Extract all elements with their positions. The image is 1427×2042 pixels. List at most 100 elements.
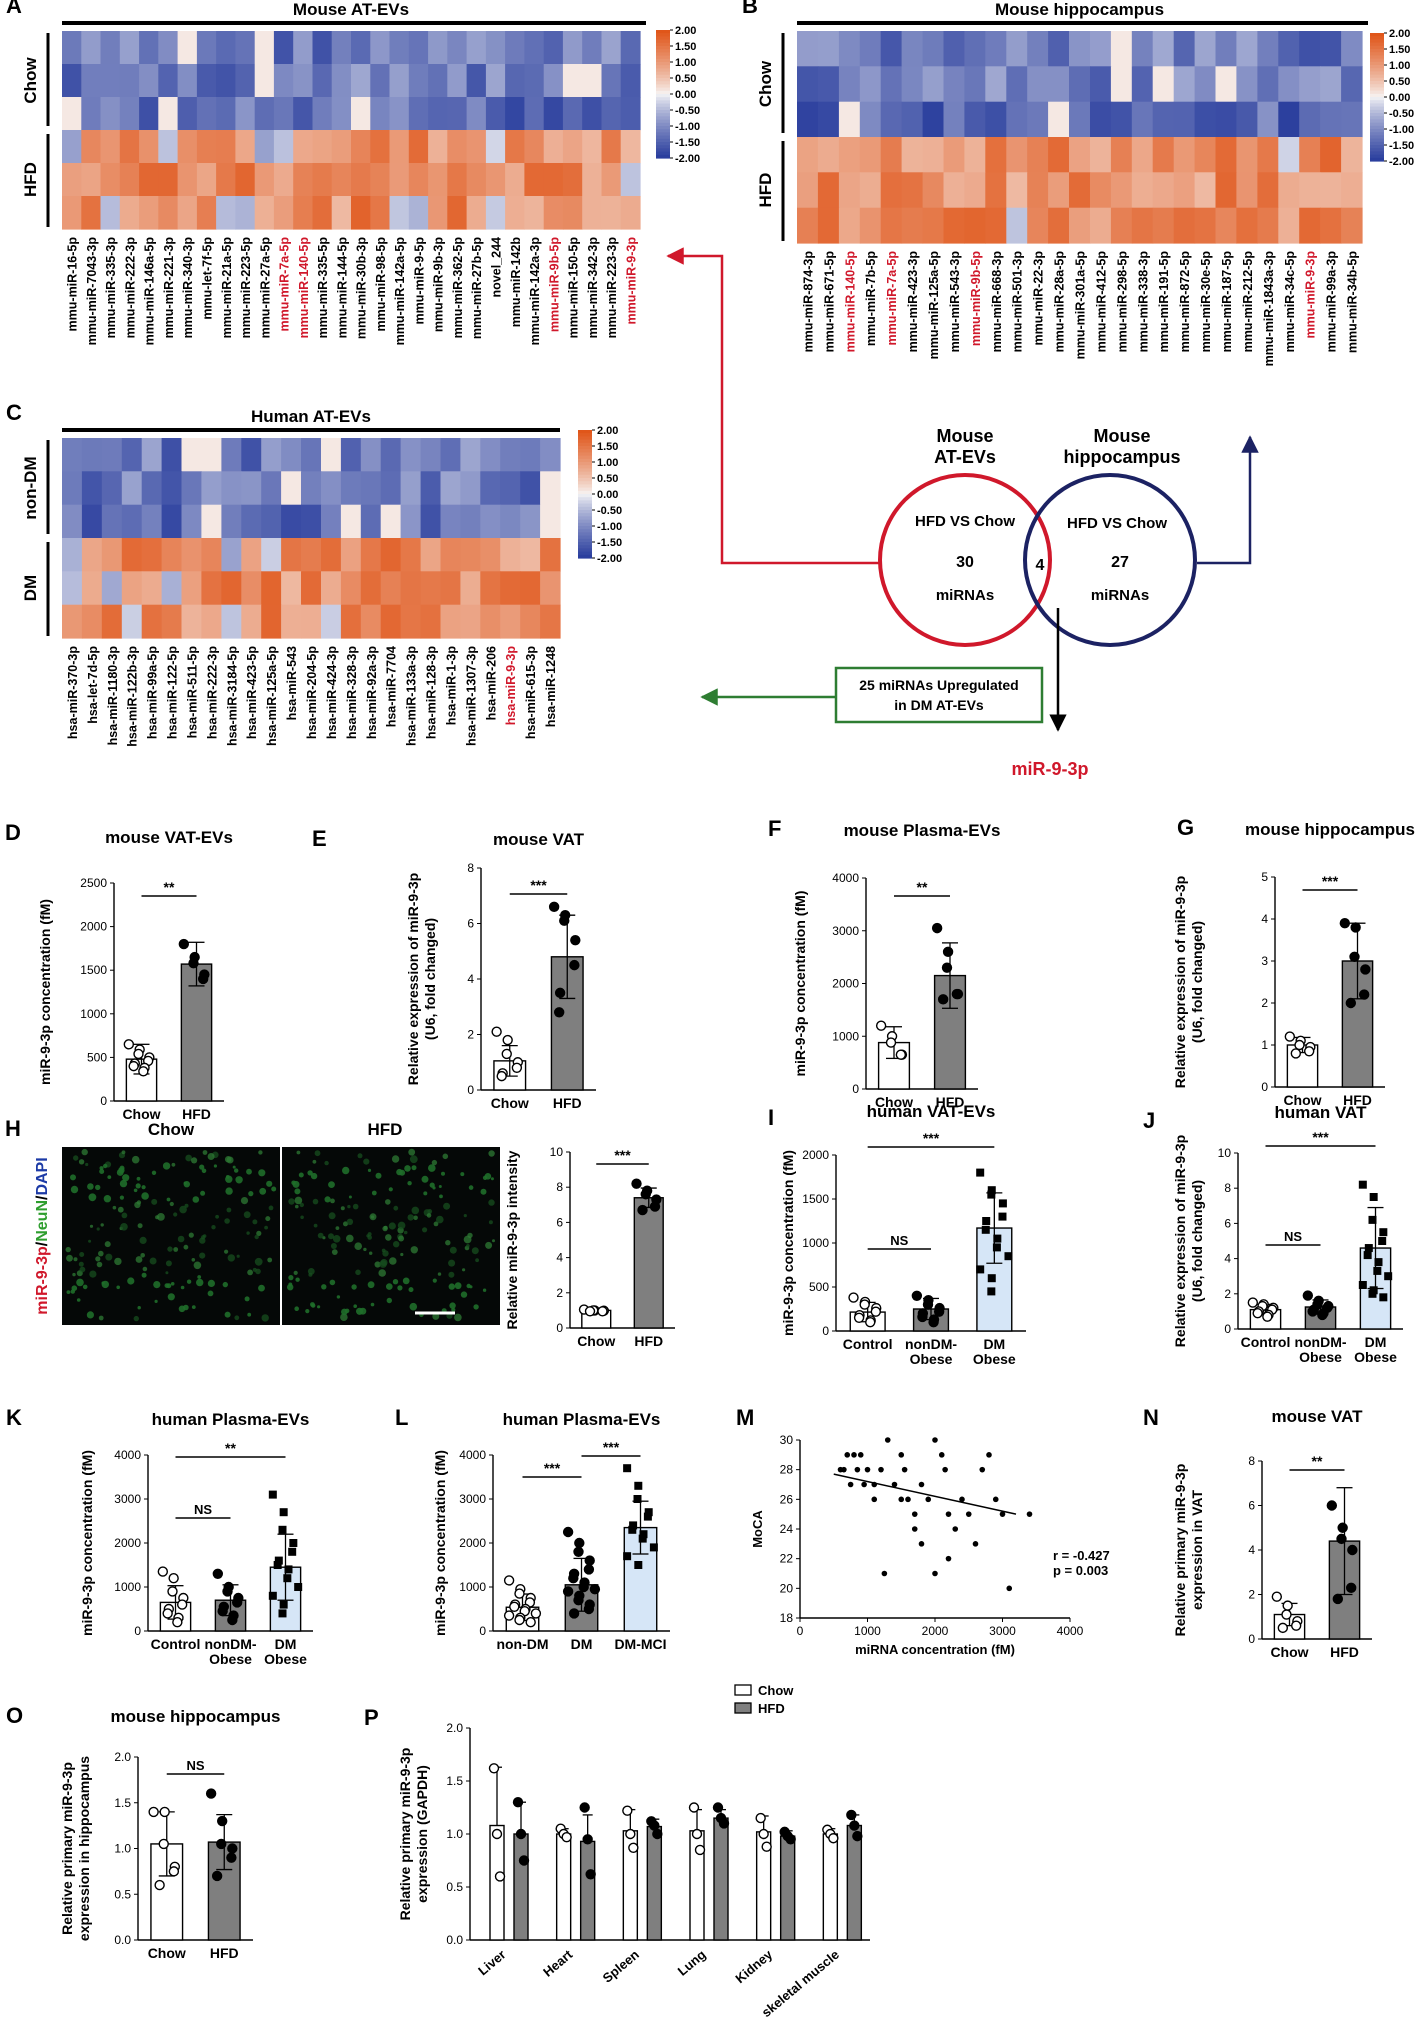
heatmap-cell	[340, 538, 362, 572]
bar	[579, 1840, 596, 1941]
heatmap-cell	[964, 137, 986, 173]
mirna-label: mmu-miR-362-5p	[451, 237, 465, 339]
panel-letter-l: L	[395, 1405, 408, 1430]
heatmap-cell	[161, 438, 183, 472]
heatmap-cell	[121, 604, 143, 639]
heatmap-cell	[221, 604, 242, 639]
heatmap-cell	[460, 571, 481, 606]
colorbar-segment	[1370, 68, 1384, 72]
colorbar-segment	[1370, 138, 1384, 143]
colorbar-segment	[1370, 141, 1384, 146]
colorbar-segment	[578, 494, 592, 498]
colorbar-segment	[656, 110, 670, 114]
data-point	[649, 1201, 661, 1212]
y-tick-label: 30	[780, 1433, 794, 1447]
colorbar-segment	[656, 97, 670, 101]
heatmap-cell	[139, 196, 159, 230]
mirna-label: hsa-miR-1248	[544, 646, 558, 727]
heatmap-cell	[370, 130, 391, 164]
neuron-cell	[355, 1269, 361, 1276]
heatmap-cell	[1027, 31, 1049, 67]
neuron-cell	[348, 1195, 352, 1199]
y-tick-label: 8	[556, 1180, 563, 1194]
neuron-cell	[397, 1285, 403, 1291]
neuron-cell	[79, 1266, 86, 1273]
heatmap-cell	[1048, 207, 1070, 244]
heatmap-cell	[1257, 207, 1279, 244]
heatmap-cell	[380, 604, 402, 639]
venn-left-circle	[878, 473, 1052, 647]
neuron-cell	[240, 1197, 249, 1205]
data-point	[158, 1838, 169, 1850]
y-tick-label: 2000	[832, 977, 859, 991]
heatmap-cell	[235, 97, 256, 131]
neuron-cell	[462, 1268, 466, 1272]
heatmap-cell	[62, 504, 83, 539]
significance-label: NS	[890, 1233, 908, 1248]
heatmap-cell	[480, 504, 501, 539]
neuron-cell	[409, 1155, 418, 1164]
heatmap-cell	[1257, 31, 1279, 67]
neuron-cell	[258, 1150, 263, 1155]
neuron-cell	[291, 1180, 296, 1186]
heatmap-cell	[447, 130, 468, 164]
venn-right-title-2: hippocampus	[1063, 447, 1180, 467]
neuron-cell	[468, 1185, 474, 1190]
colorbar-tick-label: 1.00	[597, 457, 618, 469]
data-point	[644, 1508, 653, 1517]
mirna-label: mmu-miR-27b-5p	[470, 237, 484, 339]
scatter-point	[881, 1570, 888, 1577]
y-tick-label: 4	[467, 972, 474, 986]
mirna-label: mmu-miR-1843a-3p	[1262, 251, 1276, 367]
heatmap-cell	[582, 64, 603, 98]
neuron-cell	[480, 1188, 487, 1195]
data-point	[1303, 1046, 1315, 1057]
colorbar-segment	[656, 129, 670, 133]
heatmap-cell	[1152, 137, 1175, 173]
data-point	[279, 1600, 288, 1609]
neuron-cell	[247, 1312, 252, 1317]
colorbar-segment	[578, 503, 592, 508]
x-tick-label: DM	[275, 1636, 297, 1652]
panel-letter-d: D	[5, 820, 21, 845]
heatmap-cell	[216, 130, 236, 164]
data-point	[579, 1802, 590, 1813]
data-point	[976, 1265, 985, 1274]
heatmap-cell	[440, 471, 461, 506]
neuron-cell	[199, 1252, 206, 1259]
neuron-cell	[167, 1293, 175, 1301]
bar	[779, 1835, 796, 1941]
data-point	[1302, 1290, 1314, 1301]
x-tick-label: non-DM	[496, 1636, 548, 1652]
heatmap-cell	[196, 97, 217, 131]
data-point	[283, 1574, 292, 1583]
data-point	[573, 1594, 584, 1606]
scatter-point	[942, 1466, 948, 1473]
neuron-cell	[485, 1241, 493, 1249]
heatmap-cell	[62, 438, 83, 472]
colorbar-tick-label: 0.00	[675, 89, 696, 101]
heatmap-cell	[380, 504, 402, 539]
heatmap-cell	[838, 207, 861, 244]
mirna-label: mmu-miR-142b	[509, 237, 523, 328]
heatmap-cell	[1110, 31, 1133, 67]
heatmap-cell	[1152, 207, 1175, 244]
heatmap-cell	[466, 163, 487, 197]
scatter-point	[945, 1511, 952, 1517]
heatmap-cell	[922, 31, 945, 67]
heatmap-cell	[601, 97, 622, 131]
neuron-cell	[363, 1158, 370, 1165]
neuron-cell	[247, 1269, 254, 1276]
heatmap-cell	[797, 101, 819, 138]
data-point	[640, 1189, 651, 1200]
colorbar-segment	[656, 145, 670, 149]
data-point	[1290, 1620, 1302, 1631]
heatmap-cell	[100, 130, 121, 164]
heatmap-cell	[1299, 172, 1321, 209]
neuron-cell	[179, 1205, 187, 1214]
venn-right-circle	[1023, 473, 1197, 647]
data-point	[937, 994, 949, 1005]
colorbar-segment	[1370, 145, 1384, 149]
neuron-cell	[388, 1222, 396, 1230]
data-point	[623, 1552, 632, 1561]
